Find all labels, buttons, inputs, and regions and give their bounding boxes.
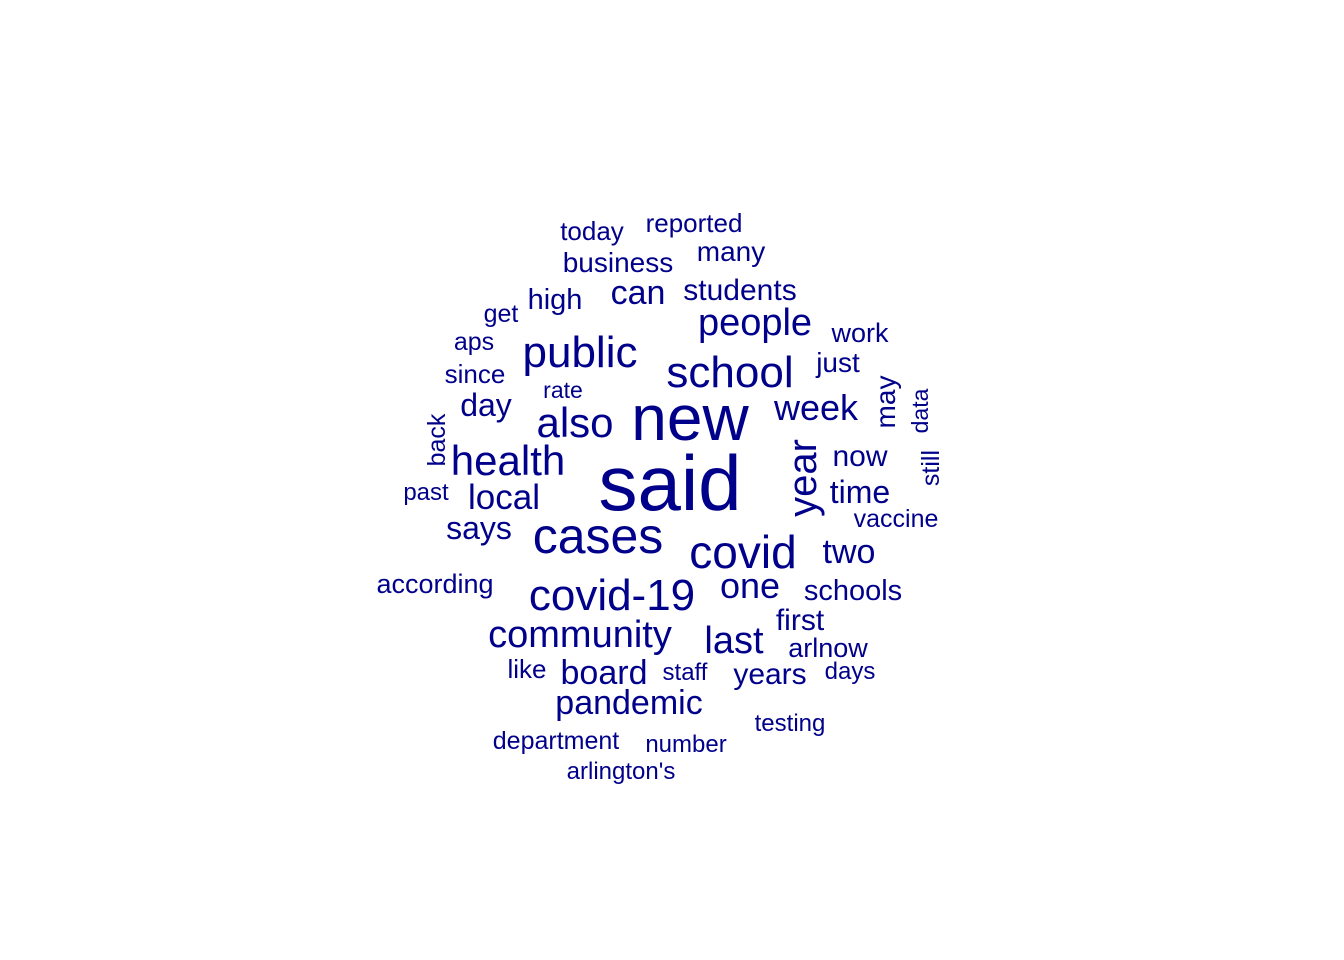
word-schools: schools	[804, 575, 902, 607]
word-still: still	[917, 450, 945, 486]
word-pandemic: pandemic	[555, 684, 702, 722]
word-day: day	[460, 387, 512, 423]
word-get: get	[484, 300, 519, 328]
word-many: many	[697, 236, 765, 267]
word-years: years	[733, 658, 806, 691]
word-days: days	[825, 658, 876, 685]
word-new: new	[631, 382, 749, 454]
word-school: school	[666, 348, 793, 397]
word-reported: reported	[646, 208, 743, 238]
word-local: local	[468, 478, 540, 517]
word-according: according	[376, 569, 493, 599]
word-also: also	[536, 399, 613, 446]
word-one: one	[720, 565, 780, 606]
word-department: department	[493, 727, 620, 755]
word-today: today	[560, 216, 624, 246]
word-staff: staff	[663, 659, 708, 686]
word-cases: cases	[533, 508, 664, 564]
word-people: people	[698, 302, 812, 344]
word-like: like	[507, 654, 546, 684]
word-last: last	[704, 620, 764, 662]
word-arlnow: arlnow	[788, 633, 868, 663]
word-just: just	[815, 347, 860, 378]
word-testing: testing	[755, 710, 826, 737]
word-vaccine: vaccine	[854, 505, 939, 533]
word-said: said	[598, 439, 741, 527]
word-may: may	[870, 376, 901, 429]
word-time: time	[830, 474, 890, 510]
word-students: students	[683, 274, 796, 307]
word-arlingtons: arlington's	[567, 758, 676, 785]
word-board: board	[561, 654, 648, 692]
word-since: since	[445, 359, 506, 389]
word-covid-19: covid-19	[529, 571, 695, 620]
word-aps: aps	[454, 328, 494, 356]
word-high: high	[528, 284, 583, 316]
word-two: two	[823, 533, 876, 571]
word-public: public	[523, 328, 638, 377]
word-says: says	[446, 510, 512, 546]
word-work: work	[830, 318, 889, 348]
word-year: year	[781, 439, 825, 517]
word-business: business	[563, 247, 674, 278]
word-back: back	[423, 413, 451, 466]
word-covid: covid	[689, 526, 796, 578]
word-community: community	[488, 614, 672, 656]
word-rate: rate	[543, 377, 583, 403]
word-number: number	[645, 731, 726, 758]
word-data: data	[907, 388, 933, 433]
word-health: health	[451, 437, 565, 484]
word-now: now	[832, 440, 887, 473]
word-past: past	[403, 479, 449, 506]
word-week: week	[773, 387, 859, 428]
word-can: can	[611, 274, 666, 312]
word-first: first	[776, 604, 825, 637]
